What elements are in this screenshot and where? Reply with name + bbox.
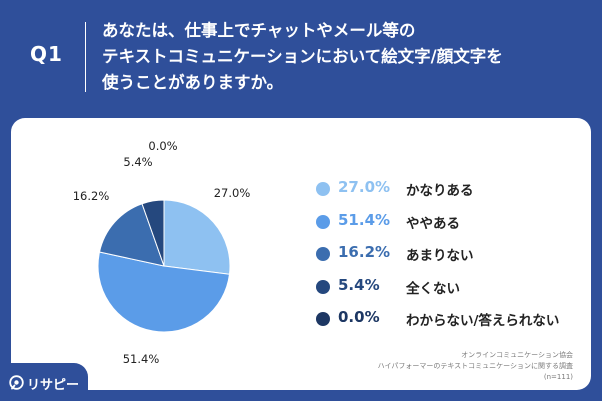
source-note: オンラインコミュニケーション協会 ハイパフォーマーのテキストコミュニケーションに… [378, 350, 573, 383]
legend-item: 51.4% ややある [316, 209, 586, 242]
legend-percent: 16.2% [338, 243, 391, 261]
pie-slice [97, 251, 231, 333]
legend: 27.0% かなりある 51.4% ややある 16.2% あまりない 5.4% 全くない 0.0… [316, 176, 586, 339]
slice-label: 0.0% [148, 139, 177, 153]
legend-item: 5.4% 全くない [316, 274, 586, 307]
legend-percent: 0.0% [338, 308, 380, 326]
brand-name: リサピー [27, 378, 80, 393]
legend-item: 16.2% あまりない [316, 241, 586, 274]
pie-slice [141, 199, 165, 267]
legend-label: 全くない [406, 280, 460, 297]
slice-label: 51.4% [123, 352, 160, 366]
question-header: Q1 あなたは、仕事上でチャットやメール等の テキストコミュニケーションにおいて… [0, 0, 602, 118]
sample-size: (n=111) [543, 373, 573, 381]
legend-swatch [316, 182, 330, 196]
source-line-1: オンラインコミュニケーション協会 [461, 351, 573, 359]
divider [85, 22, 86, 92]
legend-swatch [316, 214, 330, 229]
pie-chart: 27.0% 51.4% 16.2% 5.4% 0.0% [73, 139, 251, 366]
legend-percent: 27.0% [338, 178, 391, 196]
brand-logo: リサピー [0, 363, 88, 401]
legend-item: 27.0% かなりある [316, 176, 586, 209]
chart-card: 27.0% 51.4% 16.2% 5.4% 0.0% 27.0% かなりある 51.4% や… [11, 118, 591, 390]
pie-slices [97, 199, 231, 333]
legend-swatch [316, 247, 330, 261]
question-number: Q1 [30, 42, 63, 66]
pin-icon [9, 375, 24, 390]
legend-label: かなりある [406, 183, 474, 199]
legend-percent: 51.4% [338, 210, 391, 229]
legend-label: わからない/答えられない [406, 313, 560, 329]
slice-label: 5.4% [123, 155, 152, 169]
legend-label: あまりない [406, 248, 474, 264]
legend-percent: 5.4% [338, 275, 380, 294]
legend-label: ややある [406, 215, 460, 232]
source-line-2: ハイパフォーマーのテキストコミュニケーションに関する調査 [377, 362, 573, 370]
legend-item: 0.0% わからない/答えられない [316, 306, 586, 339]
slice-label: 27.0% [214, 186, 251, 200]
question-text: あなたは、仕事上でチャットやメール等の テキストコミュニケーションにおいて絵文字… [102, 21, 503, 92]
pie-labels: 27.0% 51.4% 16.2% 5.4% 0.0% [73, 139, 251, 366]
pie-slice [98, 203, 165, 267]
slice-label: 16.2% [73, 189, 110, 203]
legend-swatch [316, 312, 330, 326]
pie-slice [163, 199, 231, 275]
legend-swatch [316, 279, 330, 294]
